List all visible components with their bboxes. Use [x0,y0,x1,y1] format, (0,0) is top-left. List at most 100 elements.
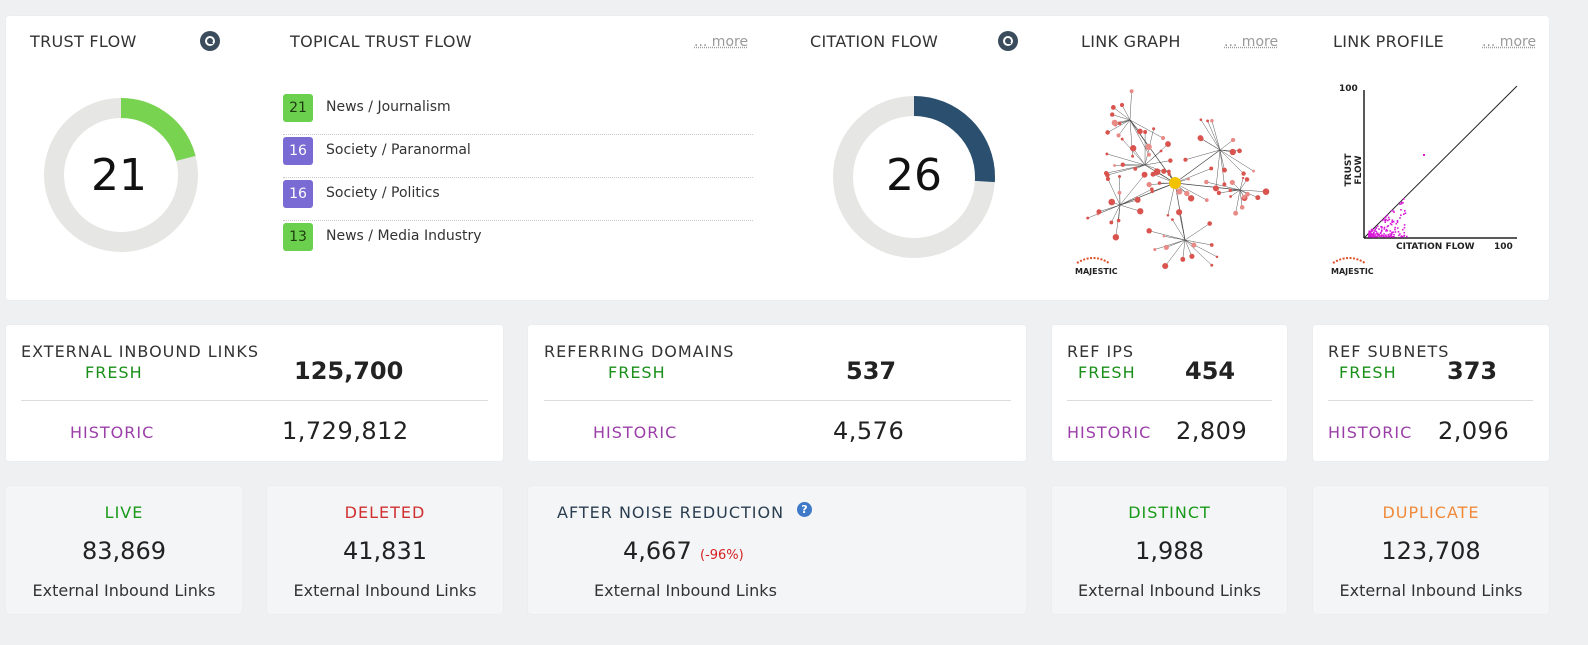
scatter-point [1398,234,1400,237]
help-icon[interactable]: ? [797,502,812,517]
distinct-sub-label: External Inbound Links [1078,581,1261,600]
scatter-point [1402,228,1404,231]
graph-edge [1121,138,1146,166]
graph-node [1204,179,1209,185]
scatter-point [1403,224,1406,226]
scatter-point [1400,203,1403,205]
divider [21,400,488,401]
scatter-point [1370,235,1372,238]
scatter-point [1381,234,1383,236]
graph-edge [1119,119,1131,124]
scatter-point [1380,227,1383,229]
scatter-point [1391,235,1393,238]
scatter-point [1383,233,1385,235]
scatter-point [1399,203,1401,205]
link-profile-scatter[interactable] [1330,80,1530,260]
topic-row[interactable]: 16 Society / Paranormal [283,135,753,178]
graph-node [1241,194,1247,200]
scatter-point [1400,214,1402,216]
scatter-point [1403,213,1405,215]
distinct-links-card: DISTINCT 1,988 External Inbound Links [1052,486,1287,614]
graph-node [1103,170,1109,176]
historic-label: HISTORIC [1328,423,1413,442]
graph-edge [1174,182,1207,201]
scatter-point [1394,231,1397,233]
citation-flow-title: CITATION FLOW [810,32,939,51]
ips-fresh-value: 454 [1185,357,1236,385]
graph-node [1120,162,1126,167]
noise-reduction-percent: (-96%) [700,548,744,563]
scatter-point [1374,228,1376,231]
topic-row[interactable]: 13 News / Media Industry [283,221,753,263]
graph-node [1237,148,1242,154]
graph-node [1228,188,1233,193]
fresh-label: FRESH [1078,363,1136,382]
scatter-point [1375,235,1378,238]
history-icon[interactable] [998,31,1018,51]
graph-edge [1206,181,1241,191]
graph-edge [1119,174,1145,206]
scatter-point [1376,235,1379,237]
link-graph-image[interactable] [1070,80,1270,270]
graph-node [1111,119,1118,126]
graph-edge [1184,239,1212,246]
scatter-point [1389,222,1392,225]
graph-edge [1174,168,1212,184]
graph-node [1105,130,1110,135]
x-axis-max: 100 [1494,242,1513,252]
link-profile-more-link[interactable]: ... more [1482,34,1537,50]
scatter-point [1368,235,1370,238]
ref-ips-title: REF IPS [1067,342,1135,361]
topic-row[interactable]: 16 Society / Politics [283,178,753,221]
graph-node [1241,171,1246,176]
topic-row[interactable]: 21 News / Journalism [283,92,753,135]
deleted-sub-label: External Inbound Links [293,581,477,600]
graph-edge [1121,104,1131,121]
graph-node [1229,179,1235,185]
graph-node [1241,176,1245,180]
graph-node [1197,135,1204,141]
graph-edge [1200,137,1221,151]
scatter-point [1394,228,1396,231]
external-links-card: EXTERNAL INBOUND LINKS FRESH 125,700 HIS… [6,325,503,461]
scatter-point [1385,218,1387,221]
scatter-point [1386,214,1389,217]
graph-edge [1219,149,1225,185]
scatter-point [1371,235,1374,238]
graph-node [1157,181,1162,185]
graph-edge [1118,119,1131,136]
scatter-point [1380,230,1383,233]
scatter-point [1385,230,1387,232]
topic-label: Society / Paranormal [326,142,471,158]
graph-node [1162,234,1166,238]
graph-edge [1129,119,1150,155]
external-historic-value: 1,729,812 [282,417,409,445]
graph-edge [1185,149,1221,160]
link-graph-more-link[interactable]: ... more [1224,34,1279,50]
distinct-title: DISTINCT [1128,503,1211,522]
graph-node [1150,187,1154,192]
scatter-point [1391,221,1393,223]
scatter-point [1391,231,1393,234]
scatter-point [1403,231,1406,234]
graph-node [1262,188,1270,196]
graph-node [1105,152,1109,156]
scatter-point [1372,233,1374,236]
topical-more-link[interactable]: ... more [694,34,749,50]
history-icon[interactable] [200,31,220,51]
graph-edge [1182,239,1186,260]
external-links-title: EXTERNAL INBOUND LINKS [21,342,260,361]
scatter-point [1373,235,1376,238]
topic-score-badge: 21 [283,94,313,122]
graph-edge [1166,239,1186,248]
graph-edge [1154,239,1186,250]
scatter-point [1397,231,1400,233]
noise-reduction-card: AFTER NOISE REDUCTION ? 4,667 (-96%) Ext… [528,486,1026,614]
live-sub-label: External Inbound Links [32,581,216,600]
graph-node [1161,168,1167,174]
graph-node [1171,218,1174,221]
graph-node [1206,119,1210,123]
graph-node [1105,176,1110,182]
scatter-point [1387,235,1390,238]
graph-node [1117,121,1122,126]
